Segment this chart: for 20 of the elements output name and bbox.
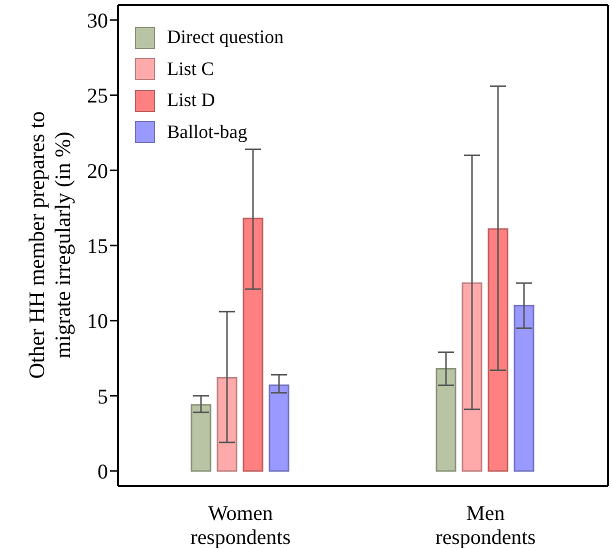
- bar: [462, 282, 482, 472]
- y-tick-label: 25: [87, 84, 108, 108]
- y-tick-label: 15: [87, 234, 108, 258]
- legend-label: List D: [167, 89, 216, 113]
- bar: [488, 228, 508, 472]
- y-tick-label: 10: [87, 309, 108, 334]
- y-axis-title: Other HH member prepares to migrate irregularly (in %): [24, 110, 76, 381]
- y-tick-label: 20: [87, 158, 108, 183]
- bar: [514, 304, 534, 472]
- legend-label: Direct question: [167, 26, 284, 50]
- bar: [190, 404, 212, 472]
- bar: [268, 384, 290, 472]
- legend-label: List C: [167, 58, 214, 82]
- bar: [242, 218, 264, 472]
- y-tick-label: 30: [87, 8, 108, 32]
- bar: [436, 368, 456, 472]
- bar: [216, 377, 238, 472]
- legend-label: Ballot-bag: [167, 120, 248, 144]
- y-tick-label: 0: [98, 459, 108, 484]
- y-tick-label: 5: [98, 384, 108, 408]
